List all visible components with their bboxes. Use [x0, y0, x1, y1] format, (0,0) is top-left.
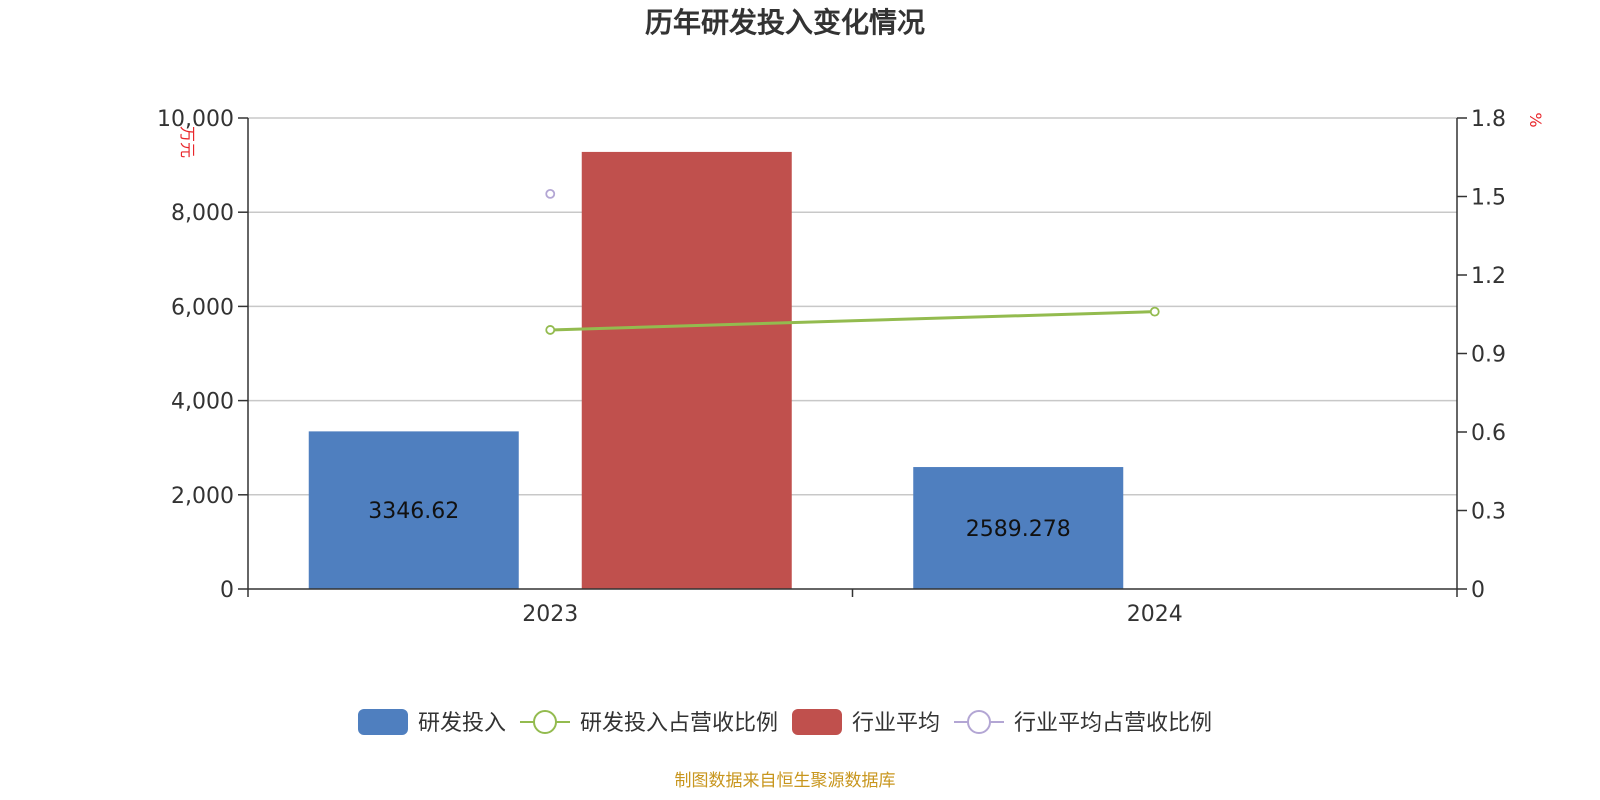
y-left-tick-label: 2,000 — [171, 484, 234, 509]
chart-title: 历年研发投入变化情况 — [645, 6, 925, 39]
y-right-tick-label: 1.5 — [1471, 186, 1506, 211]
legend-swatch-bar — [792, 709, 842, 735]
bar — [913, 467, 1124, 589]
series-line — [550, 310, 1155, 332]
y-right-tick-label: 0.3 — [1471, 500, 1506, 525]
axes: 0 2,000 4,000 6,000 8,000 10,000 0 0.3 0.6 0.9 1.2… — [157, 107, 1506, 627]
legend-label: 行业平均 — [852, 711, 940, 736]
legend: 研发投入 研发投入占营收比例 行业平均 行业平均占营收比例 — [357, 709, 1212, 736]
legend-swatch-bar — [357, 709, 408, 735]
bar-data-label: 2589.278 — [966, 517, 1071, 542]
bar — [581, 151, 792, 590]
y-left-tick-label: 8,000 — [171, 201, 234, 226]
source-note: 制图数据来自恒生聚源数据库 — [675, 771, 896, 791]
legend-swatch-marker — [532, 710, 557, 734]
y-right-tick-label: 0.6 — [1471, 421, 1506, 446]
line-point — [545, 188, 556, 199]
x-tick-label: 2023 — [522, 602, 578, 627]
bar-series: 3346.62 2589.278 — [308, 151, 1124, 590]
bar-data-label: 3346.62 — [368, 499, 459, 524]
y-left-tick-label: 10,000 — [157, 107, 234, 132]
grid-lines — [248, 117, 1457, 496]
legend-label: 研发投入占营收比例 — [580, 711, 778, 736]
y-left-tick-label: 0 — [220, 578, 234, 603]
line-point — [1149, 306, 1160, 317]
y-left-tick-label: 6,000 — [171, 295, 234, 320]
y-left-unit: 万元 — [178, 126, 197, 158]
x-tick-label: 2024 — [1127, 602, 1183, 627]
y-right-tick-label: 0.9 — [1471, 343, 1506, 368]
legend-swatch-marker — [967, 710, 992, 734]
y-right-tick-label: 1.2 — [1471, 264, 1506, 289]
y-left-tick-label: 4,000 — [171, 390, 234, 415]
y-right-tick-label: 0 — [1471, 578, 1485, 603]
bar — [308, 431, 519, 589]
line-point — [545, 325, 556, 335]
line-series — [545, 188, 1160, 335]
legend-label: 行业平均占营收比例 — [1014, 711, 1212, 736]
legend-label: 研发投入 — [418, 711, 506, 736]
y-right-unit: % — [1526, 112, 1545, 127]
y-right-tick-label: 1.8 — [1471, 107, 1506, 132]
